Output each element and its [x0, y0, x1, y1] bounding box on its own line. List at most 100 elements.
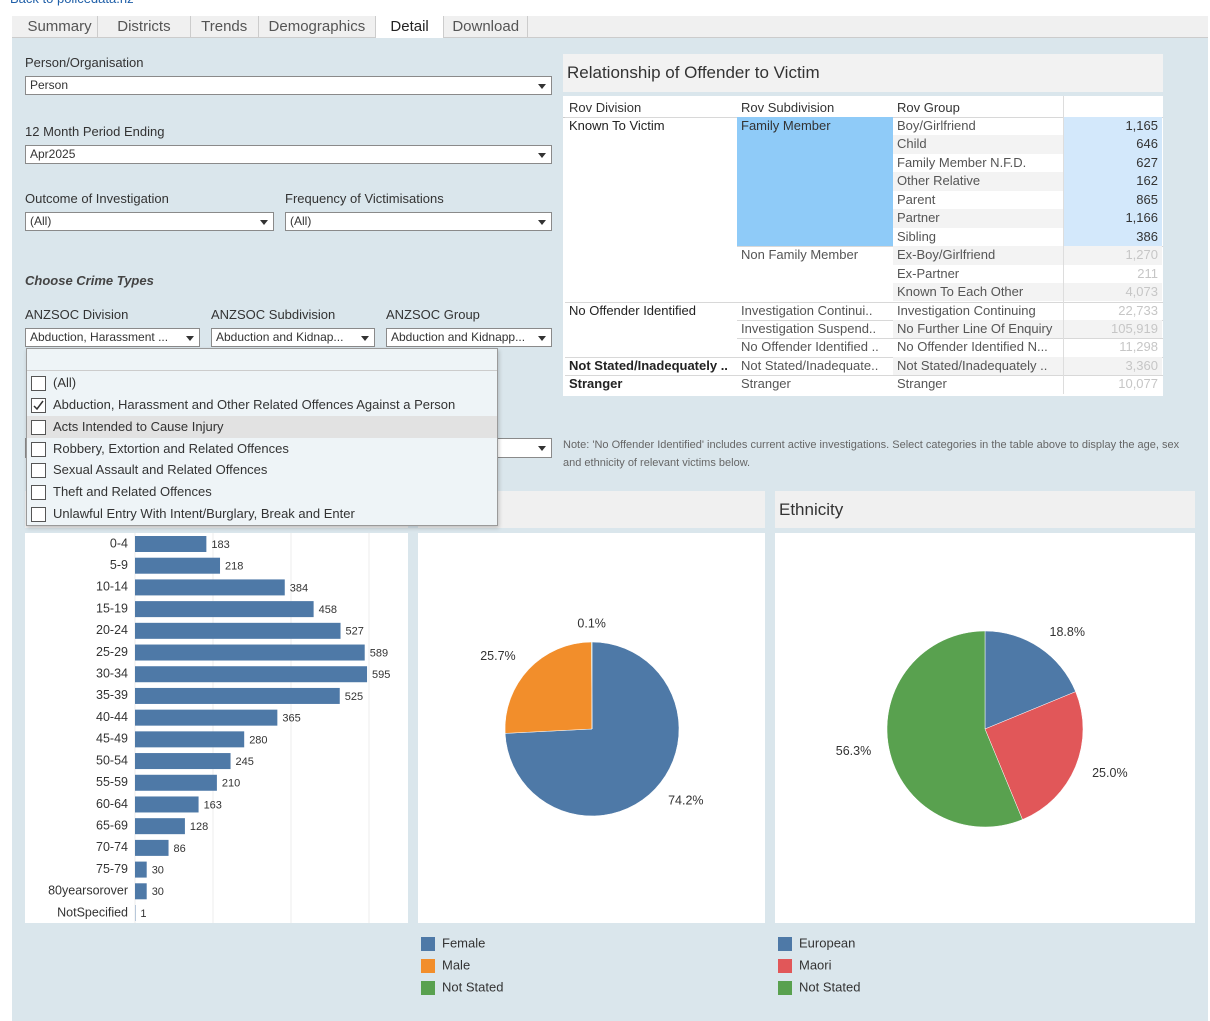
division-cell[interactable]: Stranger: [569, 376, 623, 392]
tab[interactable]: Detail: [376, 16, 444, 38]
data-label: 25.0%: [1092, 766, 1127, 780]
row-band: [893, 209, 1063, 228]
legend-label: Male: [442, 957, 470, 972]
dropdown-option[interactable]: Theft and Related Offences: [27, 481, 497, 503]
division-cell[interactable]: Not Stated/Inadequately ..: [569, 357, 728, 373]
option-label: Theft and Related Offences: [53, 484, 212, 499]
value-text[interactable]: 22,733: [1118, 302, 1158, 318]
subdivision-cell[interactable]: Stranger: [741, 376, 791, 392]
dropdown-option[interactable]: (All): [27, 372, 497, 394]
division-cell[interactable]: No Offender Identified: [569, 302, 696, 318]
bar: [135, 622, 341, 639]
bar: [135, 579, 285, 596]
value-cell: [1063, 356, 1162, 376]
value-text[interactable]: 4,073: [1125, 284, 1158, 300]
dropdown-option[interactable]: Robbery, Extortion and Related Offences: [27, 438, 497, 460]
dropdown-option[interactable]: Abduction, Harassment and Other Related …: [27, 394, 497, 416]
checkbox[interactable]: [31, 442, 46, 457]
tab[interactable]: Demographics: [259, 16, 377, 38]
tab[interactable]: Trends: [191, 16, 259, 38]
dropdown[interactable]: (All): [25, 212, 274, 231]
data-label: 183: [211, 539, 229, 551]
dropdown[interactable]: (All): [285, 212, 552, 231]
value-text[interactable]: 105,919: [1111, 320, 1158, 336]
legend-label: Not Stated: [799, 979, 860, 994]
y-tick-label: 40-44: [96, 710, 128, 724]
checkbox[interactable]: [31, 420, 46, 435]
group-cell: Family Member N.F.D.: [897, 154, 1027, 170]
checkbox[interactable]: [31, 507, 46, 522]
y-tick-label: 5-9: [110, 558, 128, 572]
subdivision-cell[interactable]: Investigation Continui..: [741, 302, 873, 318]
dropdown[interactable]: Abduction and Kidnapp...: [386, 328, 552, 347]
dropdown[interactable]: Abduction and Kidnap...: [211, 328, 375, 347]
legend-swatch: [778, 937, 792, 951]
subdivision-cell[interactable]: No Offender Identified ..: [741, 339, 879, 355]
bar: [135, 861, 147, 878]
value-text[interactable]: 1,166: [1125, 210, 1158, 226]
y-tick-label: 10-14: [96, 580, 128, 594]
bar: [135, 774, 217, 791]
selected-cell: [737, 117, 893, 247]
value-text[interactable]: 211: [1137, 265, 1158, 281]
row-divider: [565, 356, 1163, 358]
value-cell: [1063, 117, 1162, 136]
search-line: [27, 370, 497, 371]
subdivision-cell[interactable]: Not Stated/Inadequate..: [741, 357, 879, 373]
dropdown[interactable]: Person: [25, 76, 552, 95]
subdivision-cell[interactable]: Family Member: [741, 118, 831, 133]
value-text[interactable]: 1,270: [1125, 247, 1158, 263]
value-cell: [1063, 246, 1162, 265]
checkbox[interactable]: [31, 376, 46, 391]
tab[interactable]: Download: [444, 16, 529, 38]
division-cell[interactable]: Known To Victim: [569, 118, 665, 133]
column-header: Rov Division: [569, 100, 642, 115]
tab[interactable]: Summary: [22, 16, 99, 38]
value-text[interactable]: 10,077: [1118, 376, 1158, 392]
row-band: [893, 319, 1063, 339]
group-cell: Known To Each Other: [897, 284, 1024, 300]
row-band: [893, 135, 1063, 154]
data-label: 30: [152, 886, 164, 898]
dropdown-option[interactable]: Unlawful Entry With Intent/Burglary, Bre…: [27, 503, 497, 525]
checkbox[interactable]: [31, 485, 46, 500]
value-text[interactable]: 11,298: [1119, 339, 1158, 355]
pie-slice: [886, 630, 1023, 828]
row-band: [893, 172, 1063, 191]
dropdown-arrow: [538, 153, 546, 158]
y-tick-label: 55-59: [96, 775, 128, 789]
option-label: Robbery, Extortion and Related Offences: [53, 441, 289, 456]
subdivision-cell[interactable]: Investigation Suspend..: [741, 320, 877, 336]
dropdown-option[interactable]: Acts Intended to Cause Injury: [27, 416, 497, 438]
bar: [135, 666, 368, 683]
dropdown[interactable]: Apr2025: [25, 145, 552, 164]
checkbox[interactable]: [31, 463, 46, 478]
dropdown[interactable]: Abduction, Harassment ...: [25, 328, 200, 347]
checkbox[interactable]: [31, 398, 46, 413]
data-label: 74.2%: [668, 794, 703, 808]
dropdown-value: Abduction and Kidnapp...: [391, 330, 526, 344]
dropdown-value: Person: [30, 78, 69, 92]
value-text[interactable]: 3,360: [1125, 357, 1158, 373]
dropdown-value: Abduction, Harassment ...: [30, 330, 169, 344]
value-text[interactable]: 646: [1136, 136, 1158, 152]
value-text[interactable]: 627: [1136, 154, 1158, 170]
top-link[interactable]: Back to policedata.nz: [10, 0, 134, 6]
dropdown-arrow: [260, 220, 268, 225]
group-cell: Child: [897, 136, 927, 152]
tab-bar: [12, 16, 1208, 38]
dropdown-arrow: [538, 84, 546, 89]
filter-label: ANZSOC Group: [386, 307, 480, 322]
tab[interactable]: Districts: [98, 16, 191, 38]
dropdown-option[interactable]: Sexual Assault and Related Offences: [27, 459, 497, 481]
group-cell: Stranger: [897, 376, 947, 392]
data-label: 18.8%: [1050, 625, 1085, 639]
value-text[interactable]: 162: [1136, 173, 1158, 189]
value-text[interactable]: 1,165: [1125, 118, 1158, 133]
value-text[interactable]: 865: [1136, 191, 1158, 207]
value-cell: [1063, 172, 1162, 191]
column-header: Rov Subdivision: [741, 100, 835, 115]
subdivision-cell[interactable]: Non Family Member: [741, 247, 859, 263]
value-text[interactable]: 386: [1136, 228, 1158, 244]
